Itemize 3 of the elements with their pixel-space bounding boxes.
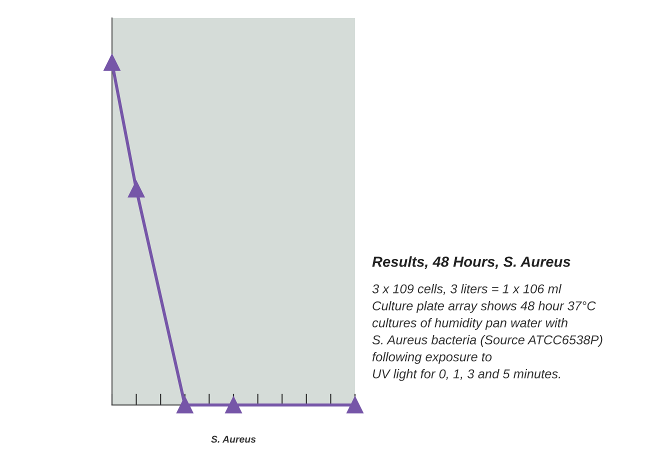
text: Results, 48 Hours, S. Aureus (372, 256, 570, 270)
x-axis-title: S. Aureus (211, 436, 256, 443)
text: 3 x 109 cells, 3 liters = 1 x 106 ml Culture plate array shows 48 hour 37°C cultures of humidity pan water with S. Aureus bacteria (Source ATCC6538P) following exposure to UV light for 0, 1, 3 and 5 minutes. (372, 284, 602, 381)
